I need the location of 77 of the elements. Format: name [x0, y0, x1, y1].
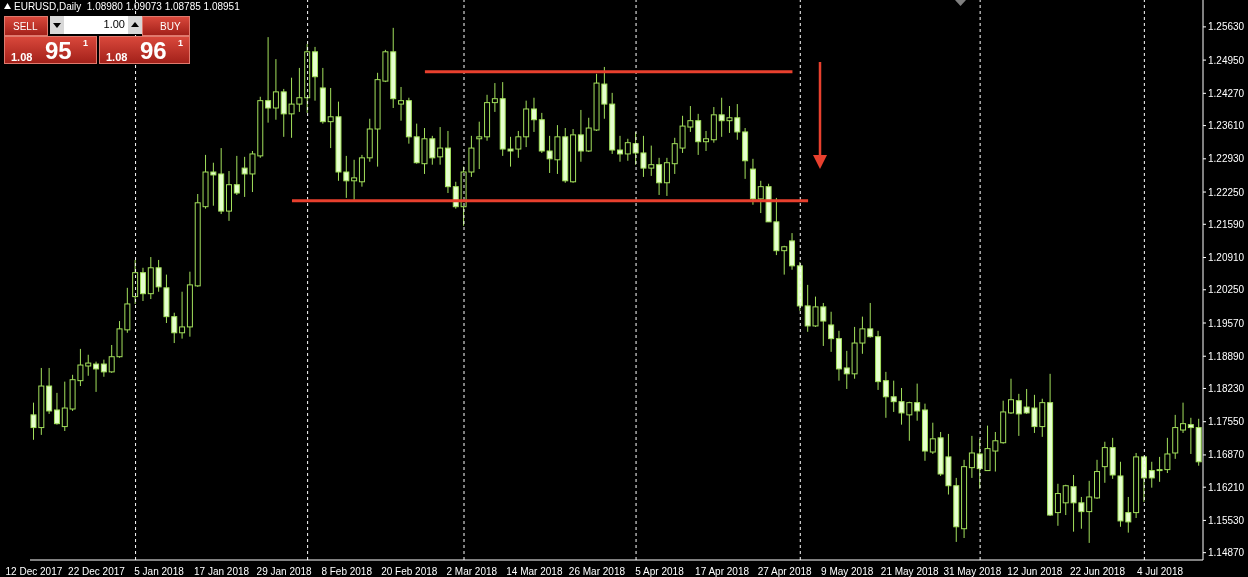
candlestick	[476, 121, 483, 170]
x-tick-label: 20 Feb 2018	[381, 566, 438, 577]
y-tick-label: 1.22250	[1208, 186, 1245, 198]
candlestick	[968, 435, 975, 479]
price-box: 1.08 96 1	[99, 36, 190, 64]
x-tick-label: 5 Apr 2018	[635, 566, 685, 577]
candlestick	[1140, 455, 1147, 503]
candlestick	[179, 291, 186, 340]
candlestick	[1101, 441, 1108, 484]
y-tick-label: 1.16210	[1208, 481, 1245, 493]
x-tick-label: 12 Dec 2017	[5, 566, 63, 577]
candlestick	[1008, 378, 1014, 415]
x-tick-label: 9 May 2018	[821, 566, 874, 577]
candlestick	[398, 86, 405, 122]
annotation: 1.08	[11, 51, 33, 63]
sell-button: SELL	[4, 16, 48, 36]
x-tick-label: 27 Apr 2018	[757, 566, 813, 577]
annotation: 96	[140, 37, 167, 65]
x-tick-label: 8 Feb 2018	[321, 566, 373, 577]
y-tick-label: 1.14870	[1208, 547, 1245, 559]
candlestick	[656, 157, 663, 196]
x-tick-label: 21 May 2018	[880, 566, 940, 577]
buy-button: BUY	[142, 16, 190, 36]
x-tick-label: 31 May 2018	[943, 566, 1002, 577]
candlestick	[882, 371, 889, 419]
candlestick	[1180, 402, 1187, 434]
candlestick	[93, 361, 100, 393]
y-tick-label: 1.25630	[1208, 21, 1245, 33]
candlestick	[139, 267, 146, 302]
price-box: 1.08 95 1	[4, 36, 97, 64]
y-tick-label: 1.16870	[1208, 449, 1245, 461]
candlestick	[265, 36, 272, 124]
x-tick-label: 29 Jan 2018	[256, 566, 313, 577]
x-tick-label: 2 Mar 2018	[446, 566, 498, 577]
x-tick-label: 22 Jun 2018	[1069, 566, 1126, 577]
y-tick-label: 1.21590	[1208, 218, 1245, 230]
candlestick	[53, 392, 60, 426]
annotation: 1	[83, 38, 89, 48]
annotation: 95	[45, 37, 72, 65]
x-tick-label: 5 Jan 2018	[134, 566, 185, 577]
y-tick-label: 1.24950	[1208, 54, 1245, 66]
candlestick	[914, 383, 921, 422]
candlestick	[491, 82, 498, 113]
candlestick	[617, 135, 623, 163]
candlestick	[1054, 483, 1061, 527]
y-tick-label: 1.20910	[1208, 252, 1245, 264]
x-tick-label: 14 Mar 2018	[506, 566, 563, 577]
candlestick	[358, 154, 365, 188]
candlestick	[828, 311, 835, 353]
x-tick-label: 12 Jun 2018	[1007, 566, 1063, 577]
input-field: 1.00	[64, 16, 128, 34]
x-tick-label: 4 Jul 2018	[1136, 566, 1184, 577]
candlestick	[663, 157, 670, 197]
x-tick-label: 26 Mar 2018	[568, 566, 626, 577]
y-tick-label: 1.17550	[1208, 416, 1245, 428]
candlestick	[703, 130, 710, 152]
y-tick-label: 1.20250	[1208, 284, 1245, 296]
candlestick	[272, 58, 279, 121]
x-tick-label: 17 Jan 2018	[194, 566, 250, 577]
x-tick-label: 17 Apr 2018	[695, 566, 750, 577]
y-tick-label: 1.23610	[1208, 120, 1245, 132]
y-tick-label: 1.24270	[1208, 87, 1245, 99]
candlestick	[530, 97, 537, 133]
candlestick	[577, 109, 584, 163]
y-tick-label: 1.15530	[1208, 514, 1245, 526]
candlestick	[351, 159, 358, 201]
chart-title: EURUSD,Daily 1.08980 1.09073 1.08785 1.08951	[14, 1, 240, 12]
y-tick-label: 1.22930	[1208, 153, 1245, 165]
candlestick	[437, 126, 444, 166]
x-tick-label: 22 Dec 2017	[68, 566, 126, 577]
y-tick-label: 1.18890	[1208, 350, 1245, 362]
y-tick-label: 1.18230	[1208, 383, 1245, 395]
annotation: 1	[178, 38, 184, 48]
candlestick	[1187, 417, 1194, 455]
candlestick	[233, 155, 240, 196]
y-tick-label: 1.19570	[1208, 317, 1245, 329]
annotation: 1.08	[106, 51, 128, 63]
